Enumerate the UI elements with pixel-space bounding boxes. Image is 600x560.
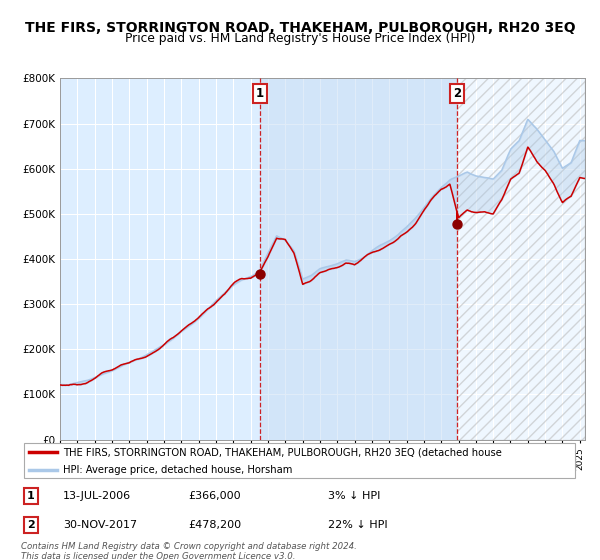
Text: £366,000: £366,000	[188, 491, 241, 501]
Text: £478,200: £478,200	[188, 520, 242, 530]
Text: 2: 2	[27, 520, 35, 530]
Text: THE FIRS, STORRINGTON ROAD, THAKEHAM, PULBOROUGH, RH20 3EQ (detached house: THE FIRS, STORRINGTON ROAD, THAKEHAM, PU…	[63, 447, 502, 457]
Bar	[260, 78, 457, 440]
FancyBboxPatch shape	[24, 444, 575, 478]
Text: 13-JUL-2006: 13-JUL-2006	[63, 491, 131, 501]
Text: 22% ↓ HPI: 22% ↓ HPI	[328, 520, 388, 530]
Text: 2: 2	[453, 87, 461, 100]
Text: HPI: Average price, detached house, Horsham: HPI: Average price, detached house, Hors…	[63, 465, 292, 475]
Text: 3% ↓ HPI: 3% ↓ HPI	[328, 491, 380, 501]
Text: 30-NOV-2017: 30-NOV-2017	[63, 520, 137, 530]
Text: 1: 1	[256, 87, 264, 100]
Text: Contains HM Land Registry data © Crown copyright and database right 2024.
This d: Contains HM Land Registry data © Crown c…	[21, 542, 357, 560]
Text: 1: 1	[27, 491, 35, 501]
Text: Price paid vs. HM Land Registry's House Price Index (HPI): Price paid vs. HM Land Registry's House …	[125, 32, 475, 45]
Text: THE FIRS, STORRINGTON ROAD, THAKEHAM, PULBOROUGH, RH20 3EQ: THE FIRS, STORRINGTON ROAD, THAKEHAM, PU…	[25, 21, 575, 35]
Bar	[457, 78, 585, 440]
